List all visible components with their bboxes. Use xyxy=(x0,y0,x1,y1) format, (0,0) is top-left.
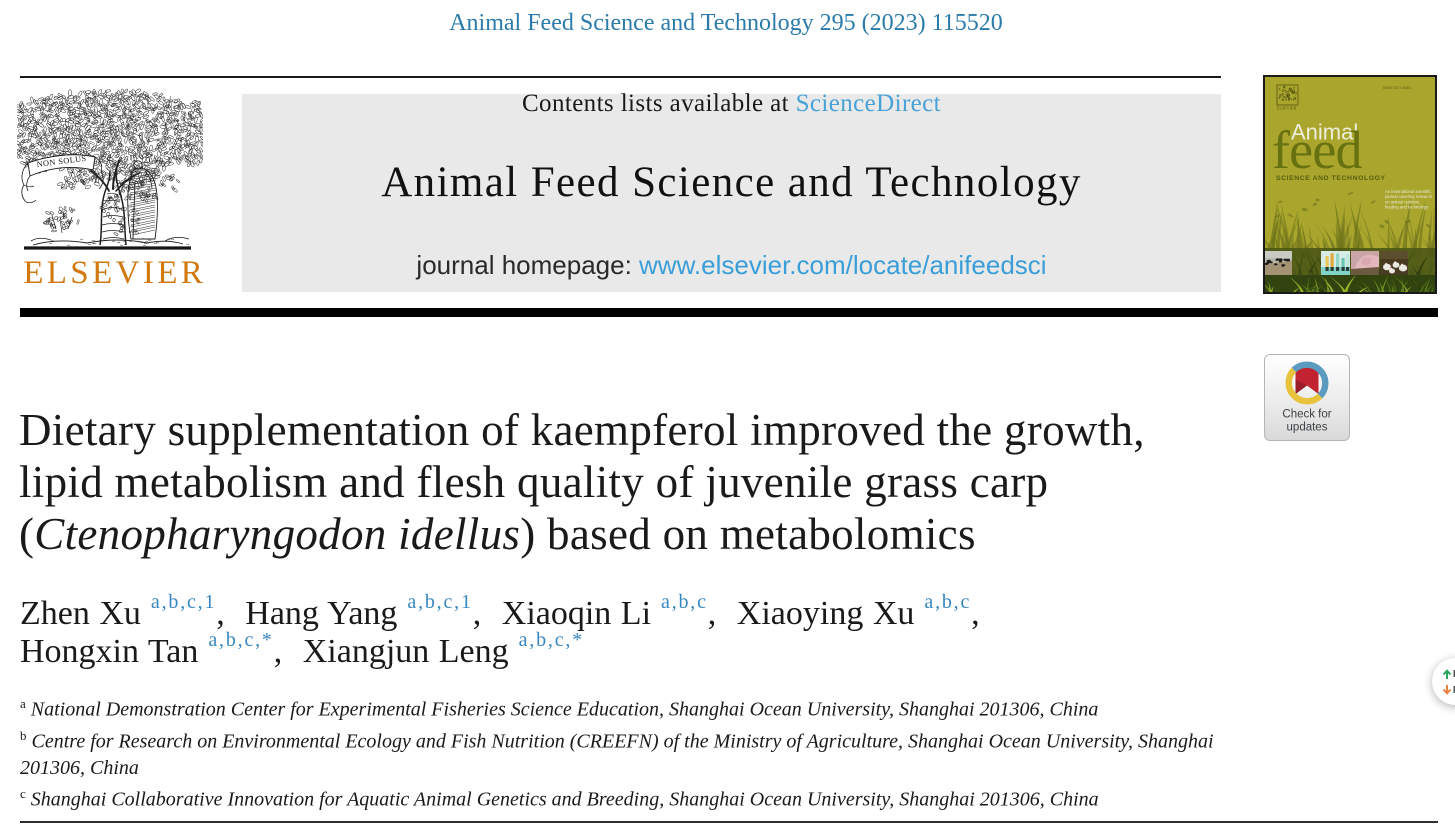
svg-text:feed: feed xyxy=(1272,120,1363,180)
svg-text:ELSEVIER: ELSEVIER xyxy=(1277,107,1297,111)
svg-text:feeding and technology: feeding and technology xyxy=(1385,205,1429,210)
svg-text:Animal: Animal xyxy=(1291,120,1358,145)
svg-text:ISSN 0377-8401: ISSN 0377-8401 xyxy=(1383,86,1411,90)
svg-text:Check for: Check for xyxy=(1282,409,1331,421)
svg-text:updates: updates xyxy=(1287,422,1328,434)
svg-text:An international scientific: An international scientific xyxy=(1385,189,1431,194)
svg-text:SCIENCE AND TECHNOLOGY: SCIENCE AND TECHNOLOGY xyxy=(1276,175,1386,182)
svg-text:journal covering research: journal covering research xyxy=(1384,194,1433,199)
svg-text:on animal nutrition,: on animal nutrition, xyxy=(1385,199,1420,204)
